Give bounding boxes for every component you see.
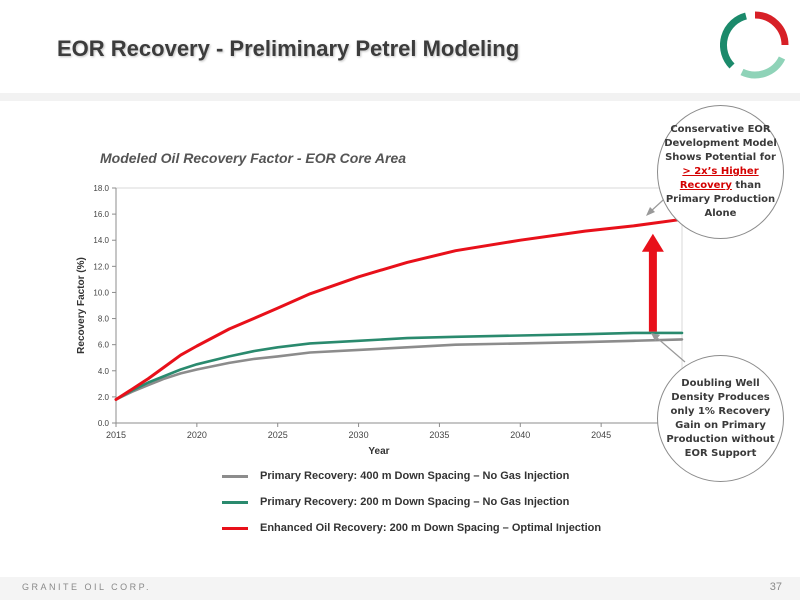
- y-tick-label: 0.0: [98, 419, 110, 428]
- callout-top-line4: than: [731, 180, 762, 191]
- series-line-2: [114, 331, 684, 401]
- y-tick-label: 14.0: [93, 236, 109, 245]
- x-tick-label: 2035: [429, 430, 449, 440]
- chart-legend: Primary Recovery: 400 m Down Spacing – N…: [222, 463, 601, 541]
- y-tick-label: 10.0: [93, 288, 109, 297]
- callout-top-line2: Development Model: [664, 138, 777, 149]
- callout-bottom-line5: Production without: [666, 433, 775, 445]
- legend-swatch-200m: [222, 500, 248, 504]
- callout-bottom-line6: EOR Support: [684, 447, 757, 459]
- footer-company-name: GRANITE OIL CORP.: [22, 582, 152, 592]
- y-tick-label: 18.0: [93, 184, 109, 193]
- callout-bottom-line4: Gain on Primary: [675, 419, 766, 431]
- annotation-arrow-head: [641, 233, 664, 252]
- x-tick-label: 2040: [510, 430, 530, 440]
- annotation-arrow-shaft: [648, 249, 657, 332]
- callout-top-highlight1: > 2x’s Higher: [682, 166, 759, 177]
- callout-bottom-line1: Doubling Well: [681, 377, 760, 389]
- x-tick-label: 2030: [349, 430, 369, 440]
- page-number: 37: [769, 581, 782, 593]
- chart-axes: 0.0 2.0 4.0 6.0 8.0 10.0 12.0 14.0 16.0 18.0 2015 2…: [76, 184, 683, 457]
- chart-series: [114, 217, 684, 401]
- header-divider: [0, 93, 800, 101]
- series-line-3: [114, 217, 684, 401]
- callout-bottom-line3: only 1% Recovery: [670, 405, 771, 417]
- x-tick-label: 2020: [187, 430, 207, 440]
- y-tick-label: 4.0: [98, 367, 110, 376]
- callout-top-line6: Alone: [704, 208, 737, 219]
- legend-label-200m: Primary Recovery: 200 m Down Spacing – N…: [260, 496, 570, 508]
- x-tick-label: 2015: [106, 430, 126, 440]
- slide-title: EOR Recovery - Preliminary Petrel Modeli…: [57, 36, 520, 61]
- chart-title: Modeled Oil Recovery Factor - EOR Core A…: [100, 150, 407, 166]
- callout-top-line3: Shows Potential for: [665, 152, 776, 163]
- callout-top-line5: Primary Production: [665, 194, 776, 205]
- slide-footer: GRANITE OIL CORP. 37: [0, 577, 800, 600]
- callout-top-highlight2: Recovery: [679, 180, 732, 191]
- legend-label-400m: Primary Recovery: 400 m Down Spacing – N…: [260, 470, 570, 482]
- legend-swatch-eor: [222, 526, 248, 530]
- legend-label-eor: Enhanced Oil Recovery: 200 m Down Spacin…: [260, 522, 602, 534]
- y-tick-label: 16.0: [93, 210, 109, 219]
- legend-swatch-400m: [222, 474, 248, 478]
- y-tick-label: 12.0: [93, 262, 109, 271]
- series-line-1: [114, 338, 684, 401]
- callout-doubling-density: Doubling Well Density Produces only 1% R…: [657, 355, 784, 482]
- legend-item-eor: Enhanced Oil Recovery: 200 m Down Spacin…: [222, 515, 601, 541]
- plot-area: [115, 187, 683, 424]
- legend-item-200m: Primary Recovery: 200 m Down Spacing – N…: [222, 489, 601, 515]
- callout-bottom-pointer: [655, 336, 686, 363]
- legend-item-400m: Primary Recovery: 400 m Down Spacing – N…: [222, 463, 601, 489]
- callout-top-line1: Conservative EOR: [670, 124, 771, 135]
- callout-top-pointer-head: [646, 207, 655, 216]
- y-axis-label: Recovery Factor (%): [76, 257, 87, 354]
- callout-bottom-pointer-head: [651, 333, 660, 341]
- y-tick-label: 2.0: [98, 393, 110, 402]
- callout-eor-recovery: Conservative EOR Development Model Shows…: [657, 105, 784, 239]
- y-tick-label: 6.0: [98, 341, 110, 350]
- x-tick-label: 2045: [591, 430, 611, 440]
- y-tick-label: 8.0: [98, 315, 110, 324]
- x-tick-label: 2025: [268, 430, 288, 440]
- company-logo-icon: [720, 11, 789, 79]
- x-axis-label: Year: [368, 446, 389, 457]
- callout-bottom-line2: Density Produces: [671, 391, 770, 403]
